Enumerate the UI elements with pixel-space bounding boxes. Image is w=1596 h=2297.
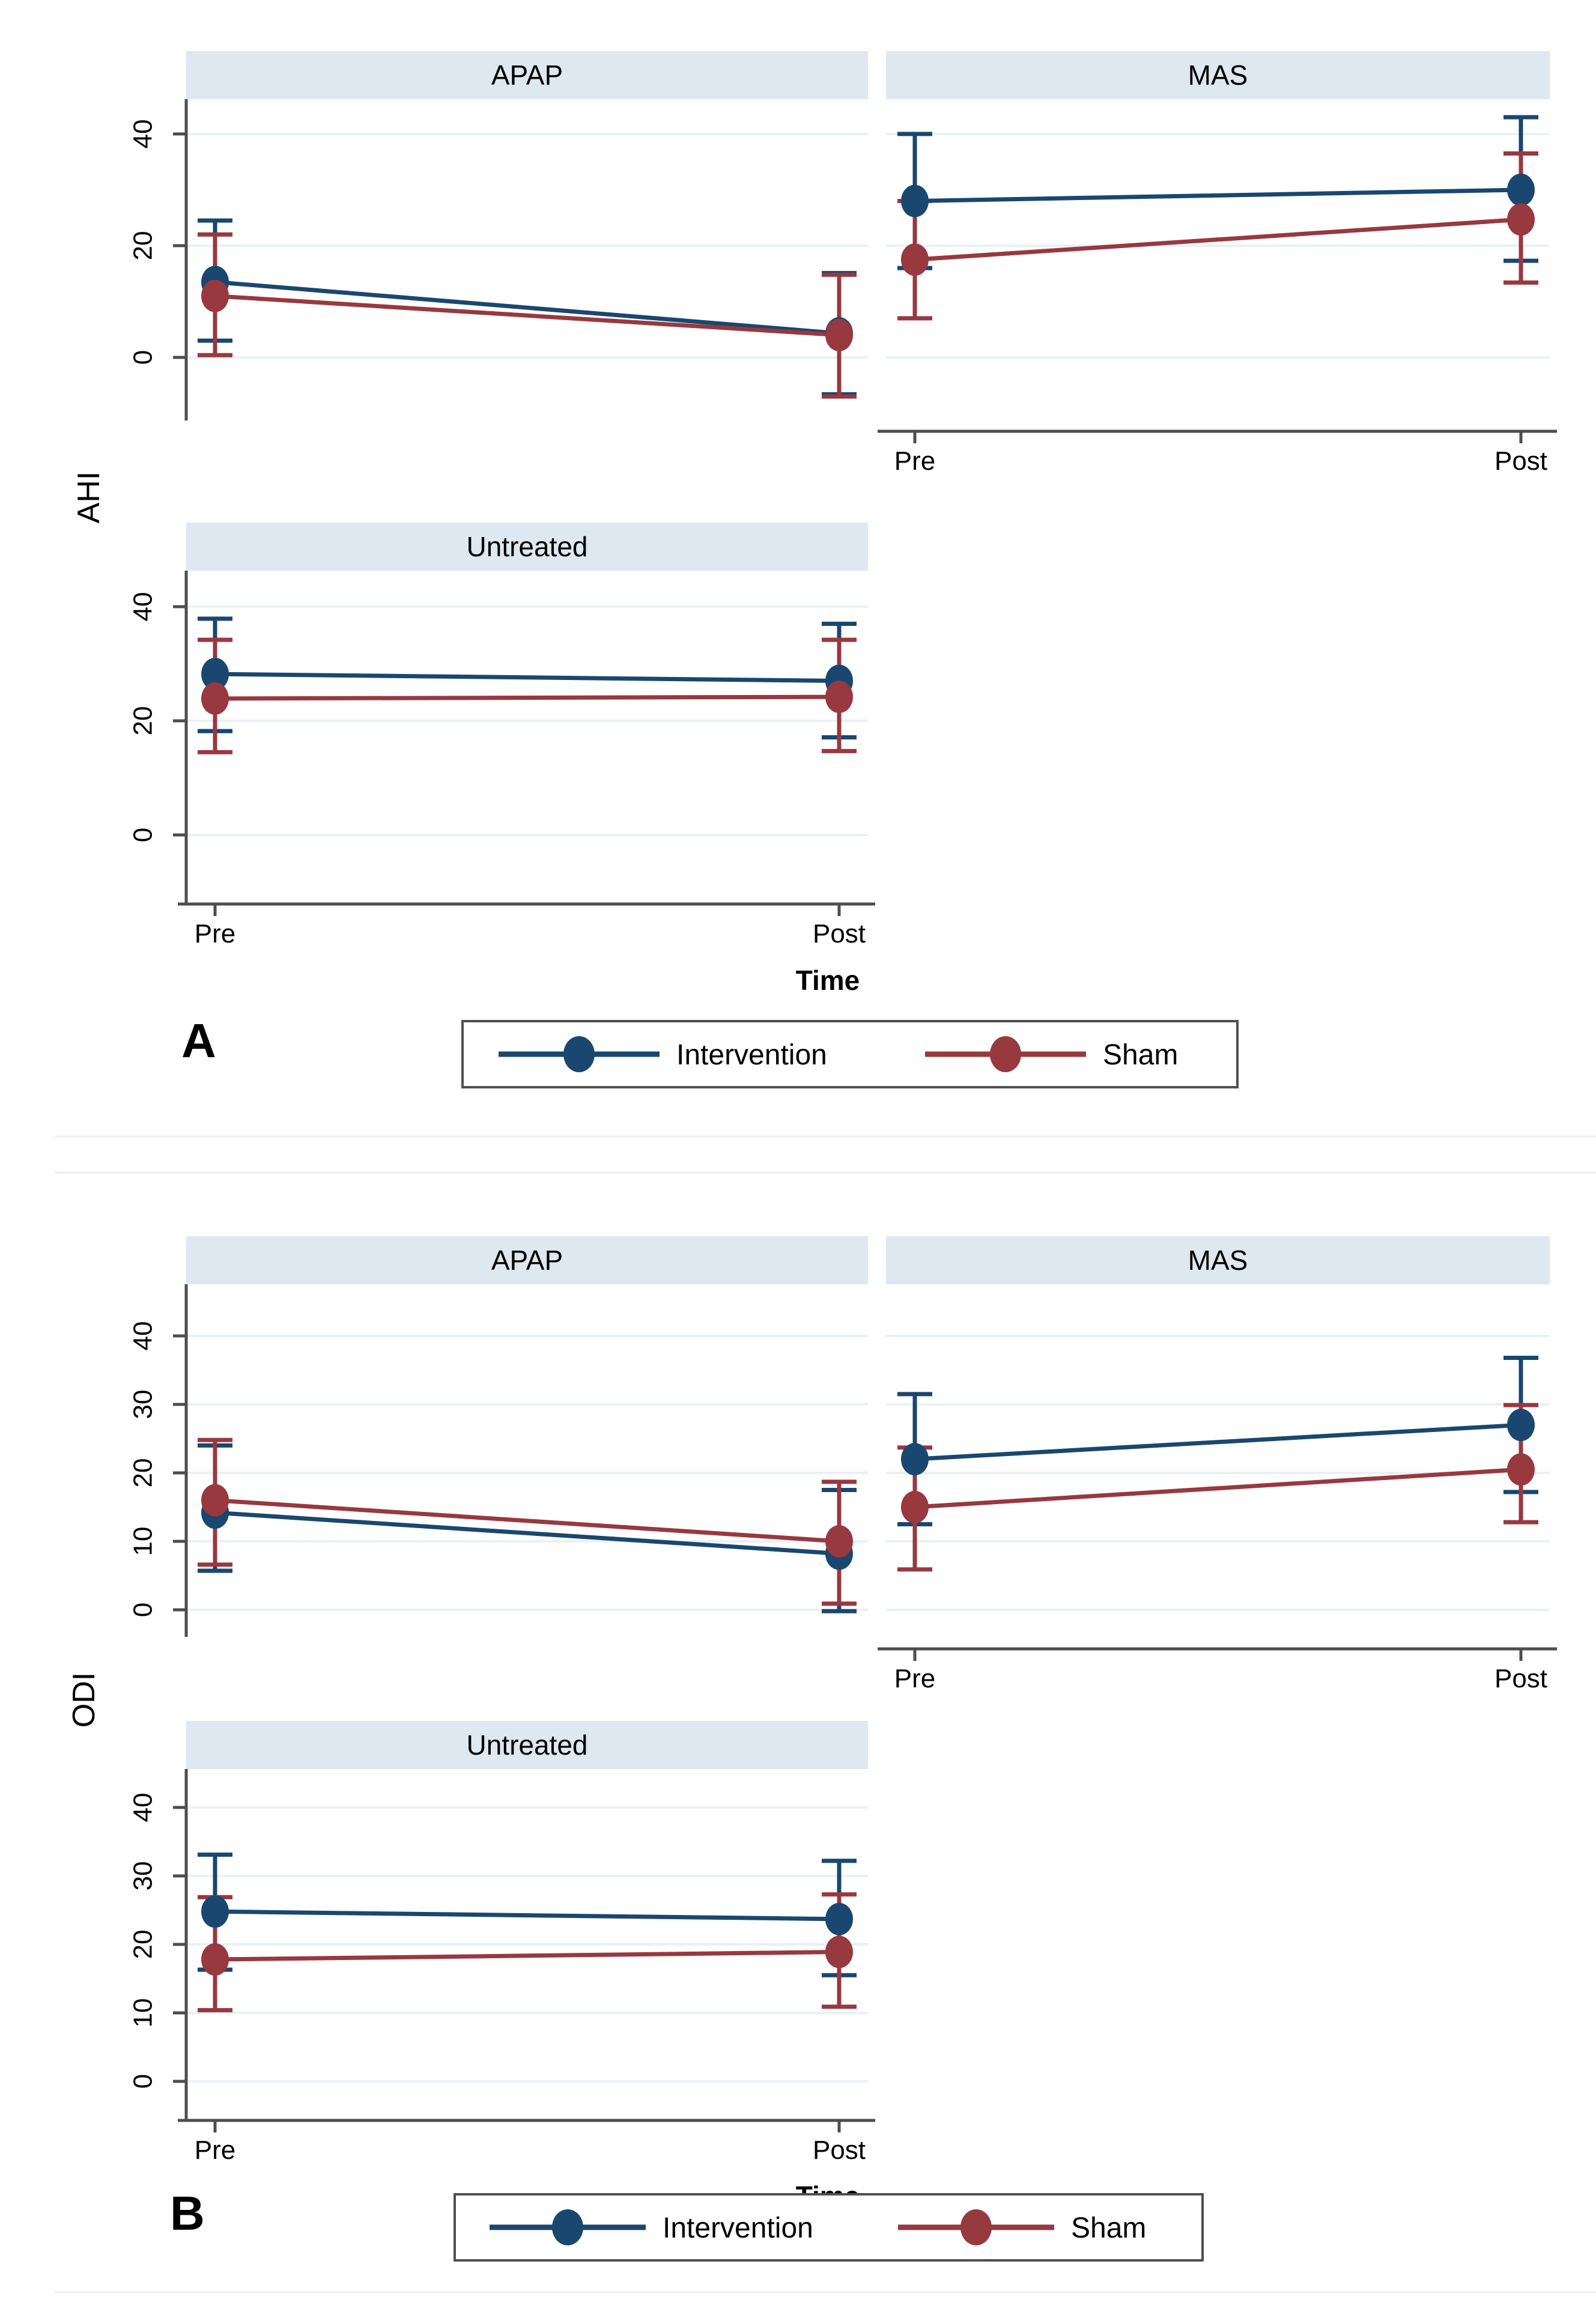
legend-label-intervention: Intervention (663, 2212, 813, 2244)
facet-title: MAS (1188, 59, 1248, 91)
y-tick-label: 0 (129, 2074, 158, 2089)
series-line-intervention (214, 672, 840, 683)
legend-marker-intervention (563, 1036, 595, 1072)
marker-sham (901, 243, 929, 276)
series-line-sham (914, 1467, 1522, 1510)
x-tick-label: Post (1494, 1664, 1547, 1693)
series-line-intervention (914, 1422, 1522, 1461)
facet-header (186, 1236, 868, 1284)
series-line-sham (214, 1950, 840, 1962)
marker-intervention (1507, 1409, 1535, 1442)
facet-title: APAP (491, 59, 563, 91)
marker-sham (201, 1943, 229, 1976)
y-tick-label: 20 (129, 231, 158, 261)
series-line-sham (914, 217, 1522, 262)
x-tick-label: Pre (894, 1664, 935, 1693)
y-tick-label: 0 (129, 828, 158, 842)
series-line-intervention (914, 187, 1522, 204)
series-line-intervention (214, 1909, 840, 1922)
x-tick-label: Post (1494, 446, 1547, 476)
panel-b-label: B (170, 2186, 205, 2240)
y-tick-label: 20 (129, 1458, 158, 1488)
series-line-sham (214, 1498, 840, 1544)
x-tick-label: Pre (195, 2135, 235, 2165)
facet-header (186, 523, 868, 571)
facet-title: Untreated (466, 1729, 587, 1761)
y-axis-title: ODI (67, 1672, 102, 1728)
marker-intervention (825, 1902, 853, 1935)
marker-intervention (201, 658, 229, 691)
facet-header (886, 51, 1550, 99)
marker-intervention (201, 1895, 229, 1928)
series-line-intervention (214, 1510, 840, 1556)
marker-sham (1507, 203, 1535, 236)
y-axis-title: AHI (71, 472, 106, 524)
marker-sham (201, 1484, 229, 1517)
legend-label-sham: Sham (1103, 1039, 1178, 1071)
y-tick-label: 10 (129, 1527, 158, 1556)
marker-sham (825, 1525, 853, 1558)
y-tick-label: 10 (129, 1998, 158, 2028)
y-tick-label: 40 (129, 120, 158, 149)
y-tick-label: 0 (129, 1603, 158, 1617)
legend-marker-sham (960, 2209, 992, 2245)
marker-intervention (901, 1443, 929, 1476)
marker-sham (1507, 1453, 1535, 1486)
x-tick-label: Post (813, 2135, 866, 2165)
facet-title: Untreated (466, 531, 587, 562)
y-tick-label: 30 (129, 1862, 158, 1891)
series-line-intervention (214, 279, 840, 336)
y-tick-label: 40 (129, 1793, 158, 1822)
marker-sham (825, 318, 853, 351)
x-tick-label: Pre (195, 919, 235, 948)
legend-label-intervention: Intervention (676, 1039, 827, 1071)
facet-header (186, 51, 868, 99)
facet-title: APAP (491, 1245, 563, 1276)
marker-sham (201, 682, 229, 715)
facet-header (186, 1721, 868, 1769)
x-tick-label: Post (813, 919, 866, 948)
marker-sham (201, 279, 229, 312)
marker-intervention (1507, 174, 1535, 206)
facet-title: MAS (1188, 1245, 1248, 1276)
y-tick-label: 40 (129, 592, 158, 622)
marker-sham (825, 681, 853, 714)
series-line-sham (214, 294, 840, 338)
marker-sham (825, 1935, 853, 1968)
y-tick-label: 20 (129, 1930, 158, 1959)
y-tick-label: 30 (129, 1390, 158, 1419)
marker-intervention (901, 184, 929, 217)
x-axis-title: Time (796, 965, 860, 996)
panel-a-label: A (181, 1014, 216, 1067)
y-tick-label: 20 (129, 706, 158, 736)
y-tick-label: 40 (129, 1321, 158, 1351)
y-tick-label: 0 (129, 350, 158, 365)
facet-header (886, 1236, 1550, 1284)
legend-label-sham: Sham (1071, 2212, 1146, 2244)
legend-marker-intervention (552, 2209, 583, 2245)
marker-sham (901, 1491, 929, 1523)
legend-marker-sham (990, 1036, 1021, 1072)
series-line-sham (214, 694, 840, 701)
x-tick-label: Pre (894, 446, 935, 476)
